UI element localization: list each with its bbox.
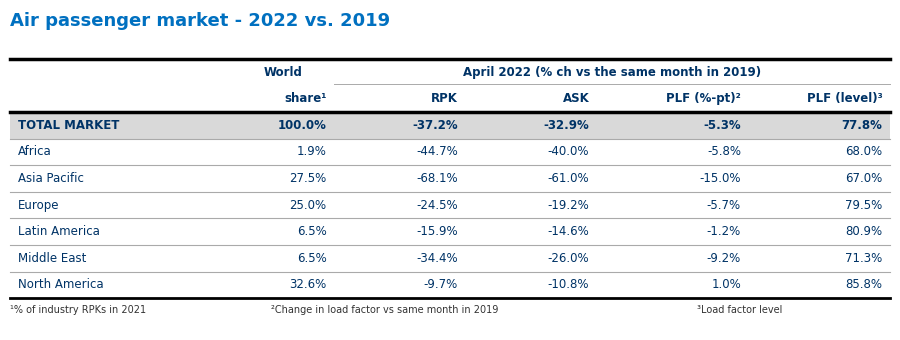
Text: World: World	[264, 66, 302, 79]
Text: -9.7%: -9.7%	[424, 278, 458, 291]
Text: Middle East: Middle East	[17, 252, 85, 265]
Text: 27.5%: 27.5%	[289, 172, 327, 185]
Text: 1.0%: 1.0%	[711, 278, 741, 291]
Text: PLF (level)³: PLF (level)³	[806, 92, 883, 105]
Text: 67.0%: 67.0%	[845, 172, 883, 185]
Text: ²Change in load factor vs same month in 2019: ²Change in load factor vs same month in …	[271, 305, 498, 315]
Text: 80.9%: 80.9%	[845, 225, 883, 238]
Text: -44.7%: -44.7%	[416, 145, 458, 158]
Text: -9.2%: -9.2%	[706, 252, 741, 265]
Text: 68.0%: 68.0%	[845, 145, 883, 158]
Text: Air passenger market - 2022 vs. 2019: Air passenger market - 2022 vs. 2019	[11, 12, 391, 30]
Text: -10.8%: -10.8%	[548, 278, 590, 291]
Text: ¹% of industry RPKs in 2021: ¹% of industry RPKs in 2021	[11, 305, 147, 315]
Text: -14.6%: -14.6%	[547, 225, 590, 238]
Text: -24.5%: -24.5%	[417, 199, 458, 211]
Text: North America: North America	[17, 278, 104, 291]
Text: Africa: Africa	[17, 145, 51, 158]
Text: -34.4%: -34.4%	[417, 252, 458, 265]
Text: -5.7%: -5.7%	[706, 199, 741, 211]
Text: Europe: Europe	[17, 199, 59, 211]
Text: share¹: share¹	[284, 92, 327, 105]
Text: -5.8%: -5.8%	[707, 145, 741, 158]
Text: RPK: RPK	[431, 92, 458, 105]
Text: -40.0%: -40.0%	[548, 145, 590, 158]
Text: -15.9%: -15.9%	[417, 225, 458, 238]
Text: -15.0%: -15.0%	[699, 172, 741, 185]
Text: Asia Pacific: Asia Pacific	[17, 172, 84, 185]
Text: 1.9%: 1.9%	[297, 145, 327, 158]
Text: 79.5%: 79.5%	[845, 199, 883, 211]
Text: PLF (%-pt)²: PLF (%-pt)²	[666, 92, 741, 105]
Text: -26.0%: -26.0%	[548, 252, 590, 265]
Text: 25.0%: 25.0%	[290, 199, 327, 211]
Text: 85.8%: 85.8%	[845, 278, 883, 291]
Text: April 2022 (% ch vs the same month in 2019): April 2022 (% ch vs the same month in 20…	[463, 66, 760, 79]
Text: TOTAL MARKET: TOTAL MARKET	[17, 119, 119, 132]
Text: -68.1%: -68.1%	[417, 172, 458, 185]
Text: 6.5%: 6.5%	[297, 252, 327, 265]
Text: 77.8%: 77.8%	[842, 119, 883, 132]
Text: 100.0%: 100.0%	[278, 119, 327, 132]
Text: -37.2%: -37.2%	[412, 119, 458, 132]
Bar	[11, 112, 889, 138]
Text: -5.3%: -5.3%	[703, 119, 741, 132]
Text: 6.5%: 6.5%	[297, 225, 327, 238]
Text: Latin America: Latin America	[17, 225, 99, 238]
Text: ASK: ASK	[562, 92, 590, 105]
Text: -19.2%: -19.2%	[547, 199, 590, 211]
Text: -1.2%: -1.2%	[706, 225, 741, 238]
Text: 71.3%: 71.3%	[845, 252, 883, 265]
Text: 32.6%: 32.6%	[289, 278, 327, 291]
Text: -61.0%: -61.0%	[548, 172, 590, 185]
Text: -32.9%: -32.9%	[544, 119, 590, 132]
Text: ³Load factor level: ³Load factor level	[697, 305, 782, 315]
